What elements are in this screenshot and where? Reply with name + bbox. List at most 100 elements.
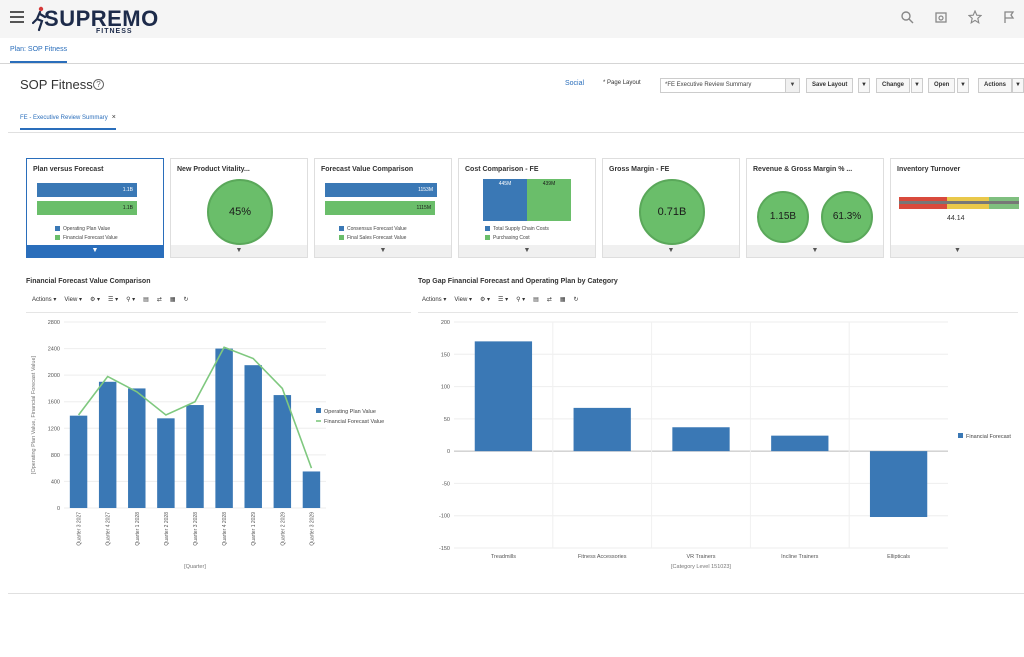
y-tick-label: 50	[444, 417, 450, 423]
bar	[573, 407, 631, 452]
page-layout-select[interactable]: *FE Executive Review Summary ▼	[660, 78, 800, 93]
sort-icon[interactable]: ☰ ▾	[108, 297, 119, 303]
actions-dropdown-icon[interactable]: ▼	[1012, 78, 1024, 93]
actions-button[interactable]: Actions	[978, 78, 1013, 93]
refresh-icon[interactable]: ↻	[183, 297, 189, 303]
legend-swatch	[958, 433, 963, 438]
legend-label: Financial Forecast	[966, 434, 1011, 440]
chevron-down-icon[interactable]: ▼	[315, 245, 451, 257]
x-axis-label: [Quarter]	[184, 564, 206, 570]
chart-left[interactable]: 0 400 800 1200 1600 2000 2400 2800 Quarter 3 202…	[26, 312, 411, 580]
flag-icon[interactable]	[1002, 10, 1018, 26]
kpi-circle: 61.3%	[821, 191, 873, 243]
chart-view-menu[interactable]: View ▾	[454, 297, 472, 303]
chevron-down-icon[interactable]: ▼	[891, 245, 1024, 257]
table-icon[interactable]: ▦	[559, 297, 566, 303]
chart-right[interactable]: -150 -100 -50 0 50 100 150 200 Treadmills Fitness…	[418, 312, 1024, 580]
tab-fe-executive-review-summary[interactable]: FE - Executive Review Summary ×	[20, 114, 116, 130]
y-tick-label: 0	[57, 506, 60, 512]
card-revenue-gross-margin[interactable]: Revenue & Gross Margin % ... 1.15B 61.3%…	[746, 158, 884, 258]
home-icon[interactable]	[934, 10, 950, 26]
filter-icon[interactable]: ⚲ ▾	[126, 297, 136, 303]
print-icon[interactable]: ▤	[533, 297, 539, 303]
bar	[98, 381, 117, 508]
chevron-down-icon[interactable]: ▼	[459, 245, 595, 257]
cost-bar-purchasing: 439M	[527, 179, 571, 221]
card-new-product-vitality[interactable]: New Product Vitality... 45% ▼	[170, 158, 308, 258]
series-line	[77, 346, 313, 469]
x-tick-label: Quarter 3 2029	[309, 512, 315, 546]
x-tick-label: Quarter 3 2027	[77, 512, 83, 546]
card-bar: 1.1B	[37, 183, 137, 197]
open-button[interactable]: Open	[928, 78, 956, 93]
star-icon[interactable]	[967, 9, 984, 26]
y-tick-label: 2400	[48, 347, 60, 353]
legend-label: Financial Forecast Value	[324, 419, 384, 425]
legend-item: Final Sales Forecast Value	[339, 235, 406, 241]
chevron-down-icon[interactable]: ▼	[27, 245, 163, 257]
settings-icon[interactable]: ⚙ ▾	[89, 297, 101, 303]
y-tick-label: 100	[441, 385, 450, 391]
chevron-down-icon[interactable]: ▼	[603, 245, 739, 257]
y-tick-label: 2000	[48, 373, 60, 379]
save-layout-button[interactable]: Save Layout	[806, 78, 854, 93]
chart-left-title: Financial Forecast Value Comparison	[26, 278, 151, 285]
kpi-circle: 1.15B	[757, 191, 809, 243]
cost-bar-supply-chain: 445M	[483, 179, 527, 221]
bar	[186, 405, 204, 508]
chart-view-menu[interactable]: View ▾	[64, 297, 82, 303]
change-dropdown-icon[interactable]: ▼	[911, 78, 923, 93]
legend-item: Consensus Forecast Value	[339, 226, 407, 232]
social-label[interactable]: Social	[565, 80, 585, 87]
help-icon[interactable]: ?	[93, 79, 104, 90]
print-icon[interactable]: ▤	[143, 297, 149, 303]
card-plan-versus-forecast[interactable]: Plan versus Forecast 1.1B 1.1B Operating…	[26, 158, 164, 258]
page-layout-value: *FE Executive Review Summary	[665, 82, 752, 88]
bar	[302, 471, 321, 508]
social-link[interactable]: Social	[565, 80, 584, 87]
x-tick-label: Incline Trainers	[781, 554, 819, 560]
turnover-indicator	[899, 201, 1019, 204]
card-inventory-turnover[interactable]: Inventory Turnover 44.14 ▼	[890, 158, 1024, 258]
kpi-circle: 0.71B	[639, 179, 705, 245]
legend-item: Operating Plan Value	[55, 226, 110, 232]
chart-actions-menu[interactable]: Actions ▾	[422, 297, 447, 303]
swap-icon[interactable]: ⇄	[546, 297, 552, 303]
menu-icon[interactable]	[10, 11, 24, 25]
refresh-icon[interactable]: ↻	[573, 297, 579, 303]
table-icon[interactable]: ▦	[169, 297, 176, 303]
chevron-down-icon[interactable]: ▼	[785, 79, 799, 92]
filter-icon[interactable]: ⚲ ▾	[516, 297, 526, 303]
change-button[interactable]: Change	[876, 78, 911, 93]
card-title: Revenue & Gross Margin % ...	[753, 166, 853, 173]
legend-item: Total Supply Chain Costs	[485, 226, 549, 232]
bar	[474, 341, 533, 452]
settings-icon[interactable]: ⚙ ▾	[479, 297, 491, 303]
chevron-down-icon[interactable]: ▼	[747, 245, 883, 257]
card-bar: 1115M	[325, 201, 435, 215]
chart-right-toolbar: Actions ▾ View ▾ ⚙ ▾ ☰ ▾ ⚲ ▾ ▤ ⇄ ▦ ↻	[422, 296, 579, 303]
card-cost-comparison[interactable]: Cost Comparison - FE 445M 439M Total Sup…	[458, 158, 596, 258]
card-forecast-value-comparison[interactable]: Forecast Value Comparison 1153M 1115M Co…	[314, 158, 452, 258]
bar	[157, 418, 175, 508]
kpi-circle: 45%	[207, 179, 273, 245]
close-icon[interactable]: ×	[111, 114, 116, 121]
x-tick-label: Quarter 4 2028	[222, 512, 228, 546]
y-axis-label: [Operating Plan Value, Financial Forecas…	[31, 355, 37, 474]
card-title: Plan versus Forecast	[33, 166, 104, 173]
top-icons	[900, 9, 1018, 26]
chevron-down-icon[interactable]: ▼	[171, 245, 307, 257]
legend-swatch	[316, 408, 321, 413]
runner-icon	[32, 6, 47, 32]
swap-icon[interactable]: ⇄	[156, 297, 162, 303]
card-gross-margin[interactable]: Gross Margin - FE 0.71B ▼	[602, 158, 740, 258]
bar	[215, 348, 233, 508]
open-dropdown-icon[interactable]: ▼	[957, 78, 969, 93]
save-layout-dropdown-icon[interactable]: ▼	[858, 78, 870, 93]
sort-icon[interactable]: ☰ ▾	[498, 297, 509, 303]
bar	[771, 435, 829, 452]
search-icon[interactable]	[900, 10, 916, 26]
card-title: Forecast Value Comparison	[321, 166, 414, 173]
tab-plan-sop-fitness[interactable]: Plan: SOP Fitness	[10, 46, 68, 63]
chart-actions-menu[interactable]: Actions ▾	[32, 297, 57, 303]
